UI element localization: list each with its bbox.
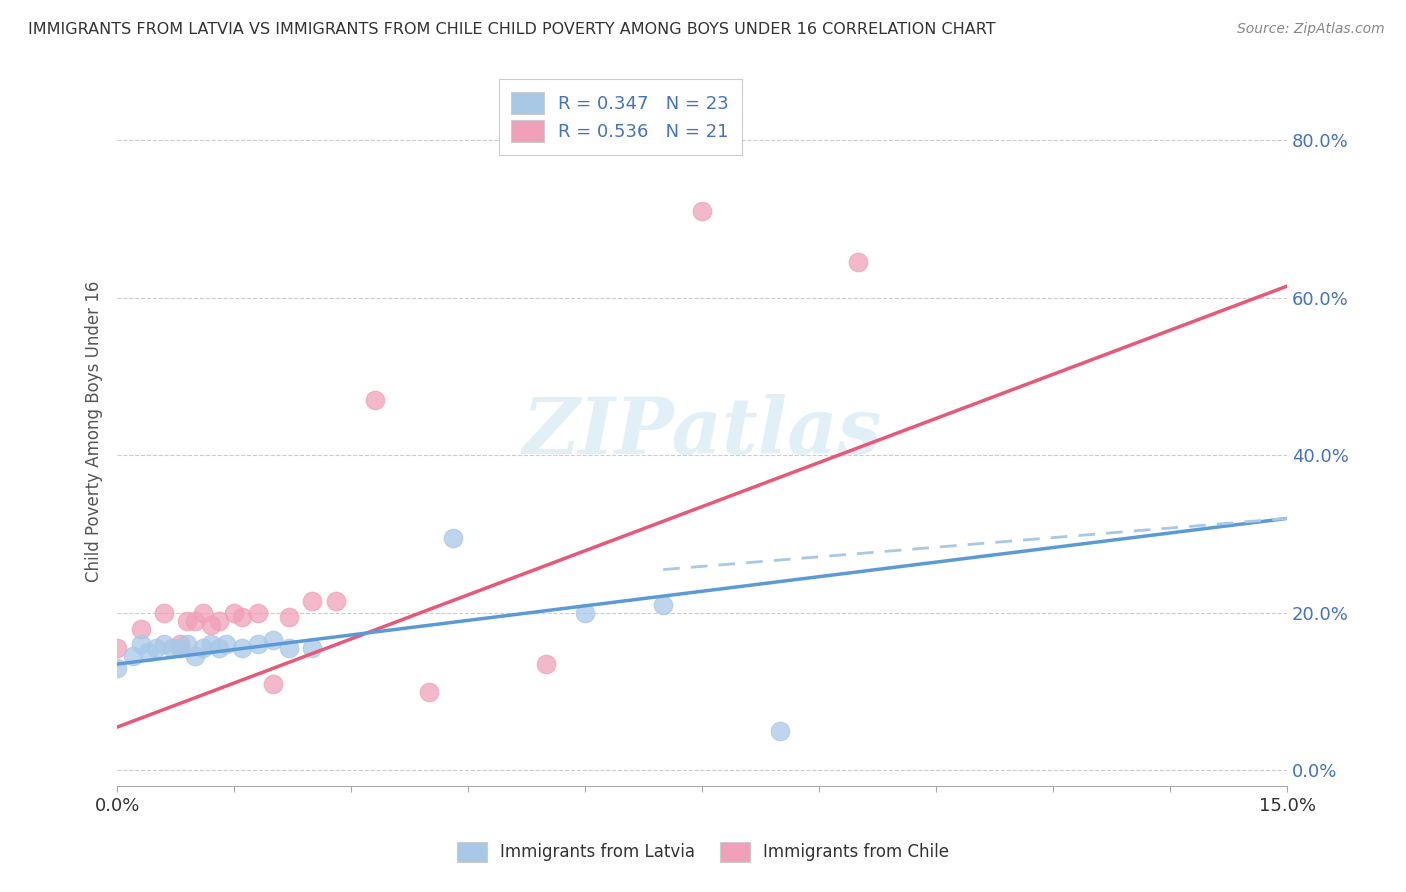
Point: [301, 594, 323, 608]
Point: [277, 610, 299, 624]
Point: [169, 637, 191, 651]
Point: [534, 657, 557, 671]
Point: [129, 622, 152, 636]
Text: Source: ZipAtlas.com: Source: ZipAtlas.com: [1237, 22, 1385, 37]
Text: ZIPatlas: ZIPatlas: [523, 393, 882, 470]
Point: [200, 617, 222, 632]
Point: [846, 255, 869, 269]
Point: [690, 204, 713, 219]
Point: [363, 393, 385, 408]
Point: [574, 606, 596, 620]
Point: [176, 637, 198, 651]
Point: [246, 606, 269, 620]
Point: [301, 641, 323, 656]
Point: [129, 637, 152, 651]
Point: [184, 614, 207, 628]
Point: [769, 724, 792, 739]
Legend: R = 0.347   N = 23, R = 0.536   N = 21: R = 0.347 N = 23, R = 0.536 N = 21: [499, 79, 742, 155]
Point: [105, 641, 128, 656]
Point: [207, 614, 229, 628]
Y-axis label: Child Poverty Among Boys Under 16: Child Poverty Among Boys Under 16: [86, 281, 103, 582]
Point: [246, 637, 269, 651]
Point: [224, 606, 246, 620]
Point: [121, 649, 143, 664]
Point: [153, 637, 176, 651]
Point: [160, 641, 183, 656]
Point: [184, 649, 207, 664]
Legend: Immigrants from Latvia, Immigrants from Chile: Immigrants from Latvia, Immigrants from …: [449, 833, 957, 871]
Point: [325, 594, 347, 608]
Point: [153, 606, 176, 620]
Point: [191, 606, 214, 620]
Point: [207, 641, 229, 656]
Point: [169, 641, 191, 656]
Point: [441, 531, 464, 545]
Point: [215, 637, 238, 651]
Point: [231, 641, 253, 656]
Point: [145, 641, 167, 656]
Point: [652, 598, 675, 612]
Point: [176, 614, 198, 628]
Point: [262, 677, 284, 691]
Point: [231, 610, 253, 624]
Point: [138, 645, 160, 659]
Text: IMMIGRANTS FROM LATVIA VS IMMIGRANTS FROM CHILE CHILD POVERTY AMONG BOYS UNDER 1: IMMIGRANTS FROM LATVIA VS IMMIGRANTS FRO…: [28, 22, 995, 37]
Point: [418, 684, 440, 698]
Point: [262, 633, 284, 648]
Point: [277, 641, 299, 656]
Point: [200, 637, 222, 651]
Point: [191, 641, 214, 656]
Point: [105, 661, 128, 675]
